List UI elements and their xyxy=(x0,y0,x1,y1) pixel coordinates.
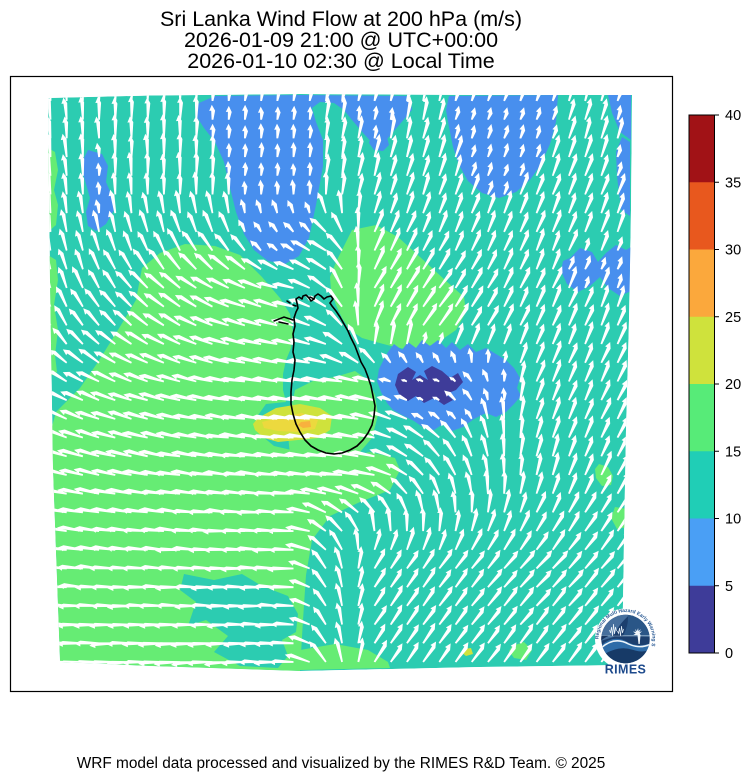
svg-text:2026-01-10 02:30 @ Local Time: 2026-01-10 02:30 @ Local Time xyxy=(187,49,495,73)
svg-text:5: 5 xyxy=(725,579,733,595)
svg-text:40: 40 xyxy=(725,108,741,124)
svg-text:Sri Lanka Wind Flow at 200 hPa: Sri Lanka Wind Flow at 200 hPa (m/s) xyxy=(160,7,522,31)
svg-text:WRF model data processed and v: WRF model data processed and visualized … xyxy=(77,755,606,772)
svg-text:20: 20 xyxy=(725,377,741,393)
svg-text:35: 35 xyxy=(725,175,741,191)
svg-text:0: 0 xyxy=(725,646,733,662)
svg-text:2026-01-09 21:00 @ UTC+00:00: 2026-01-09 21:00 @ UTC+00:00 xyxy=(184,28,498,52)
svg-text:15: 15 xyxy=(725,444,741,460)
svg-text:25: 25 xyxy=(725,310,741,326)
svg-text:RIMES: RIMES xyxy=(605,663,647,677)
svg-text:10: 10 xyxy=(725,512,741,528)
svg-text:30: 30 xyxy=(725,243,741,259)
